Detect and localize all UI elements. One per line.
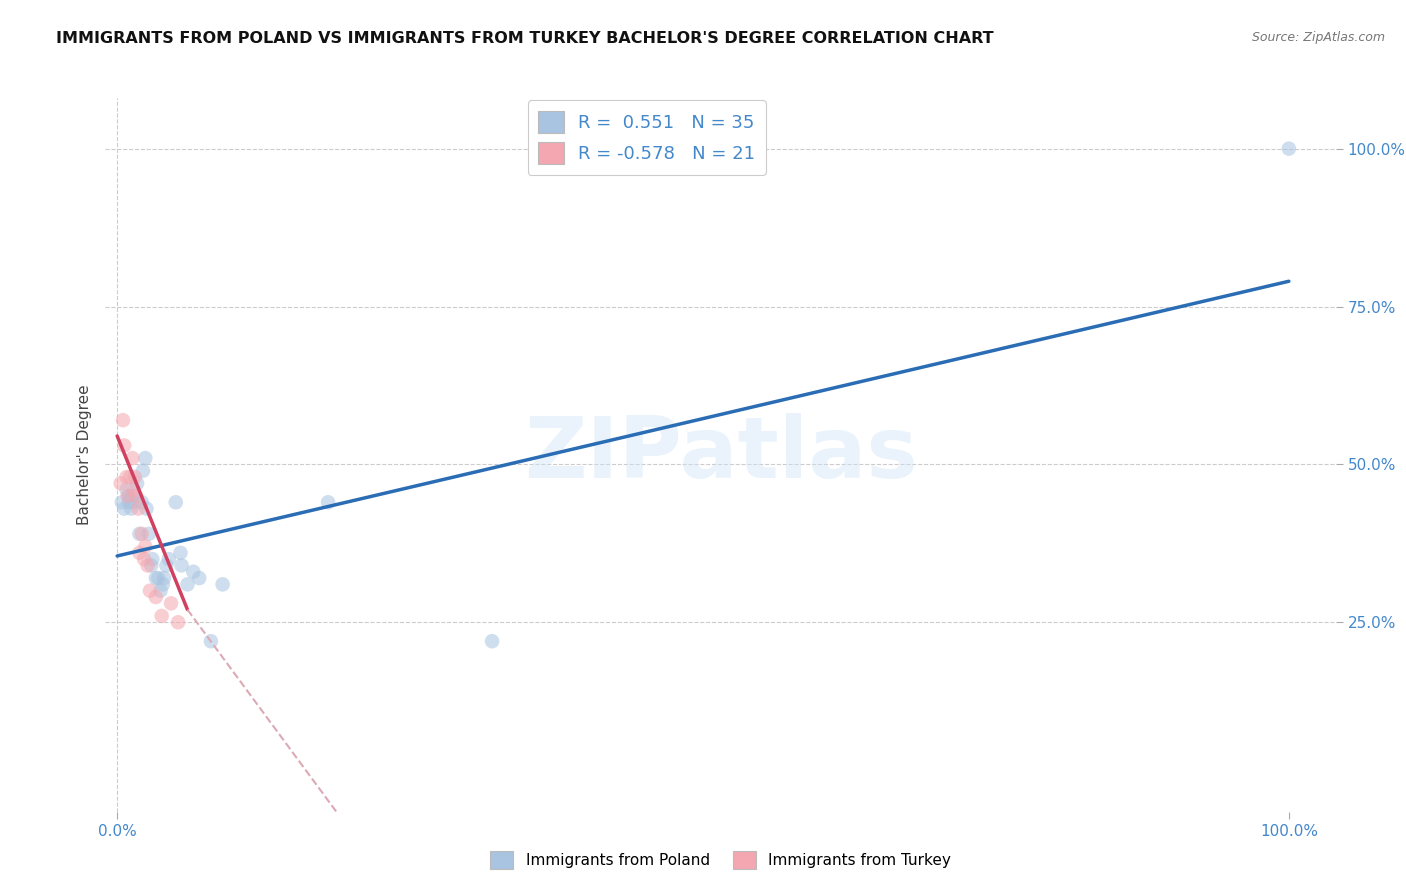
Point — [128, 526, 150, 541]
Point — [169, 546, 191, 560]
Point — [124, 470, 146, 484]
Y-axis label: Bachelor's Degree: Bachelor's Degree — [76, 384, 91, 525]
Point — [117, 489, 139, 503]
Point — [121, 489, 143, 503]
Point — [134, 540, 156, 554]
Point — [153, 571, 176, 585]
Point — [120, 501, 142, 516]
Point — [132, 552, 156, 566]
Point — [127, 476, 149, 491]
Point — [111, 495, 134, 509]
Point — [160, 596, 183, 610]
Point — [150, 609, 173, 624]
Point — [176, 577, 198, 591]
Point — [200, 634, 222, 648]
Point — [131, 526, 153, 541]
Point — [141, 558, 163, 573]
Point — [127, 501, 149, 516]
Point — [316, 495, 339, 509]
Point — [141, 552, 163, 566]
Point — [157, 552, 180, 566]
Point — [112, 413, 135, 427]
Point — [120, 470, 141, 484]
Point — [152, 577, 174, 591]
Point — [148, 571, 170, 585]
Point — [131, 495, 153, 509]
Text: IMMIGRANTS FROM POLAND VS IMMIGRANTS FROM TURKEY BACHELOR'S DEGREE CORRELATION C: IMMIGRANTS FROM POLAND VS IMMIGRANTS FRO… — [56, 31, 994, 46]
Point — [149, 583, 172, 598]
Point — [122, 483, 145, 497]
Point — [115, 483, 138, 497]
Legend: Immigrants from Poland, Immigrants from Turkey: Immigrants from Poland, Immigrants from … — [484, 845, 957, 875]
Point — [211, 577, 233, 591]
Point — [145, 590, 167, 604]
Point — [188, 571, 211, 585]
Text: ZIPatlas: ZIPatlas — [523, 413, 918, 497]
Point — [125, 489, 148, 503]
Point — [128, 546, 150, 560]
Point — [145, 571, 167, 585]
Point — [115, 470, 138, 484]
Point — [183, 565, 205, 579]
Point — [136, 558, 159, 573]
Point — [134, 451, 156, 466]
Point — [118, 495, 141, 509]
Point — [167, 615, 190, 630]
Point — [1278, 142, 1301, 156]
Point — [132, 464, 155, 478]
Point — [139, 583, 162, 598]
Point — [118, 489, 141, 503]
Point — [112, 438, 135, 452]
Point — [135, 501, 157, 516]
Point — [165, 495, 187, 509]
Text: Source: ZipAtlas.com: Source: ZipAtlas.com — [1251, 31, 1385, 45]
Point — [121, 451, 143, 466]
Point — [138, 526, 160, 541]
Point — [110, 476, 132, 491]
Point — [170, 558, 193, 573]
Point — [112, 501, 135, 516]
Point — [155, 558, 177, 573]
Point — [481, 634, 503, 648]
Point — [124, 495, 146, 509]
